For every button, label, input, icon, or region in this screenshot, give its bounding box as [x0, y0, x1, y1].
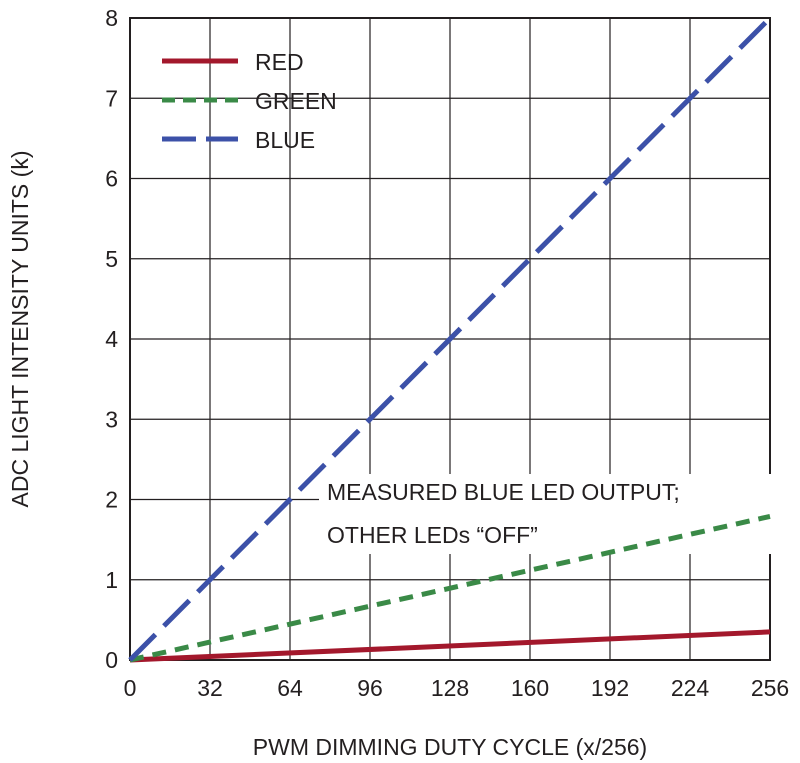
y-tick-label: 2: [105, 487, 118, 513]
y-tick-label: 1: [105, 567, 118, 593]
y-tick-label: 8: [105, 5, 118, 31]
y-tick-label: 0: [105, 647, 118, 673]
series-line-blue: [128, 16, 772, 662]
y-tick-label: 6: [105, 166, 118, 192]
plot-frame: [129, 17, 771, 661]
x-tick-label: 128: [431, 675, 469, 701]
y-tick-label: 4: [105, 326, 118, 352]
x-tick-label: 224: [671, 675, 710, 701]
x-tick-label: 64: [277, 675, 303, 701]
legend: RED GREEN BLUE: [162, 49, 337, 153]
annotation-line-1: MEASURED BLUE LED OUTPUT;: [327, 479, 680, 505]
x-tick-label: 96: [357, 675, 383, 701]
x-tick-label: 160: [511, 675, 549, 701]
y-tick-label: 3: [105, 406, 118, 432]
x-tick-label: 0: [124, 675, 137, 701]
x-tick-labels: 0 32 64 96 128 160 192 224 256: [124, 675, 790, 701]
x-tick-label: 32: [197, 675, 223, 701]
annotation: MEASURED BLUE LED OUTPUT; OTHER LEDs “OF…: [319, 474, 771, 554]
y-axis-label: ADC LIGHT INTENSITY UNITS (k): [7, 151, 33, 508]
y-tick-label: 7: [105, 85, 118, 111]
y-tick-label: 5: [105, 246, 118, 272]
x-tick-label: 256: [751, 675, 789, 701]
x-axis-label: PWM DIMMING DUTY CYCLE (x/256): [253, 734, 647, 760]
annotation-background: [319, 474, 771, 554]
series-layer: [128, 16, 772, 663]
x-tick-label: 192: [591, 675, 629, 701]
legend-label-blue: BLUE: [255, 127, 315, 153]
series-line-green: [129, 513, 771, 663]
series-line-red: [129, 629, 771, 663]
legend-label-red: RED: [255, 49, 304, 75]
y-tick-labels: 0 1 2 3 4 5 6 7 8: [105, 5, 118, 673]
annotation-line-2: OTHER LEDs “OFF”: [327, 522, 538, 548]
legend-label-green: GREEN: [255, 88, 337, 114]
